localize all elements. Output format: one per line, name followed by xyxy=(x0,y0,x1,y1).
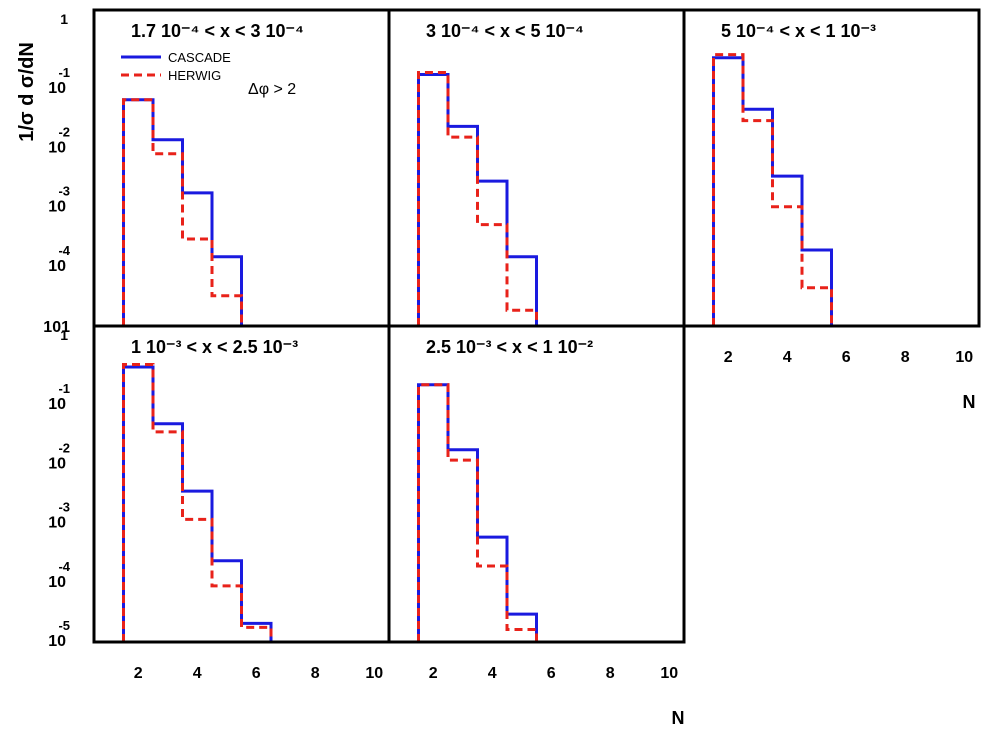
x-tick-label: 6 xyxy=(842,349,851,366)
x-tick-label: 6 xyxy=(252,665,261,682)
y-tick-exponent: -2 xyxy=(58,124,70,139)
y-tick-label: 10 xyxy=(48,633,66,650)
y-tick-label: 1 xyxy=(60,327,68,343)
series-cascade-line xyxy=(122,98,243,326)
x-axis-1: 2 4 6 8 10 xyxy=(134,665,383,682)
x-axis-label: N xyxy=(963,392,976,412)
series-herwig-line xyxy=(417,70,538,326)
x-tick-label: 6 xyxy=(547,665,556,682)
series-herwig-line xyxy=(122,98,243,326)
x-tick-label: 2 xyxy=(429,665,438,682)
x-tick-label: 4 xyxy=(193,665,202,682)
series-cascade-line xyxy=(122,365,273,642)
y-tick-label: 10 xyxy=(48,515,66,532)
y-tick-label: 10 xyxy=(48,199,66,216)
cut-annotation: Δφ > 2 xyxy=(248,81,296,98)
y-tick-exponent: -5 xyxy=(58,618,70,633)
y-tick-exponent: -4 xyxy=(58,559,70,574)
panel-5: 2.5 10⁻³ < x < 1 10⁻² xyxy=(387,324,686,644)
y-axis-label: 1/σ d σ/dN xyxy=(16,42,38,142)
panel-frame xyxy=(387,324,686,644)
series-cascade-line xyxy=(417,73,538,326)
panel-title: 1.7 10⁻⁴ < x < 3 10⁻⁴ xyxy=(131,21,304,41)
x-tick-label: 4 xyxy=(783,349,792,366)
y-tick-exponent: -1 xyxy=(58,381,70,396)
series-herwig-line xyxy=(417,383,538,642)
legend: CASCADE HERWIG xyxy=(121,50,231,83)
y-axis-row-1: 110-110-210-310-4 xyxy=(48,11,71,275)
y-tick-exponent: -3 xyxy=(58,184,70,199)
x-tick-label: 4 xyxy=(488,665,497,682)
series-herwig-line xyxy=(122,363,273,642)
y-tick-exponent: -1 xyxy=(58,65,70,80)
x-tick-label: 10 xyxy=(955,349,973,366)
panel-title: 3 10⁻⁴ < x < 5 10⁻⁴ xyxy=(426,21,584,41)
x-tick-label: 10 xyxy=(660,665,678,682)
x-axis-3: 2 4 6 8 10 xyxy=(724,349,973,366)
x-tick-label: 2 xyxy=(724,349,733,366)
y-tick-label: 10 xyxy=(48,574,66,591)
panel-title: 2.5 10⁻³ < x < 1 10⁻² xyxy=(426,337,593,357)
x-tick-label: 8 xyxy=(311,665,320,682)
series-cascade-line xyxy=(417,383,538,642)
series-cascade-line xyxy=(712,56,833,326)
x-tick-label: 2 xyxy=(134,665,143,682)
y-tick-exponent: -4 xyxy=(58,243,70,258)
x-tick-label: 8 xyxy=(606,665,615,682)
panel-2: 3 10⁻⁴ < x < 5 10⁻⁴ xyxy=(387,8,686,328)
legend-label-herwig: HERWIG xyxy=(168,68,221,83)
y-overlap-label: 101 xyxy=(43,319,70,336)
panel-title: 1 10⁻³ < x < 2.5 10⁻³ xyxy=(131,337,298,357)
panel-4: 1 10⁻³ < x < 2.5 10⁻³ xyxy=(92,324,391,644)
x-axis-2: 2 4 6 8 10 xyxy=(429,665,678,682)
series-herwig-line xyxy=(712,53,833,326)
y-tick-label: 10 xyxy=(48,139,66,156)
y-tick-label: 10 xyxy=(48,396,66,413)
y-tick-label: 10 xyxy=(48,455,66,472)
y-tick-label: 10 xyxy=(48,80,66,97)
x-tick-label: 8 xyxy=(901,349,910,366)
panel-3: 5 10⁻⁴ < x < 1 10⁻³ xyxy=(682,8,981,328)
x-axis-label: N xyxy=(672,708,685,728)
y-tick-label: 1 xyxy=(60,11,68,27)
y-tick-exponent: -2 xyxy=(58,440,70,455)
y-axis-row-2: 110-110-210-310-410-5 xyxy=(48,327,71,650)
y-tick-exponent: -3 xyxy=(58,500,70,515)
y-tick-label: 10 xyxy=(48,258,66,275)
panel-title: 5 10⁻⁴ < x < 1 10⁻³ xyxy=(721,21,876,41)
x-tick-label: 10 xyxy=(365,665,383,682)
legend-label-cascade: CASCADE xyxy=(168,50,231,65)
panel-frame xyxy=(682,8,981,328)
